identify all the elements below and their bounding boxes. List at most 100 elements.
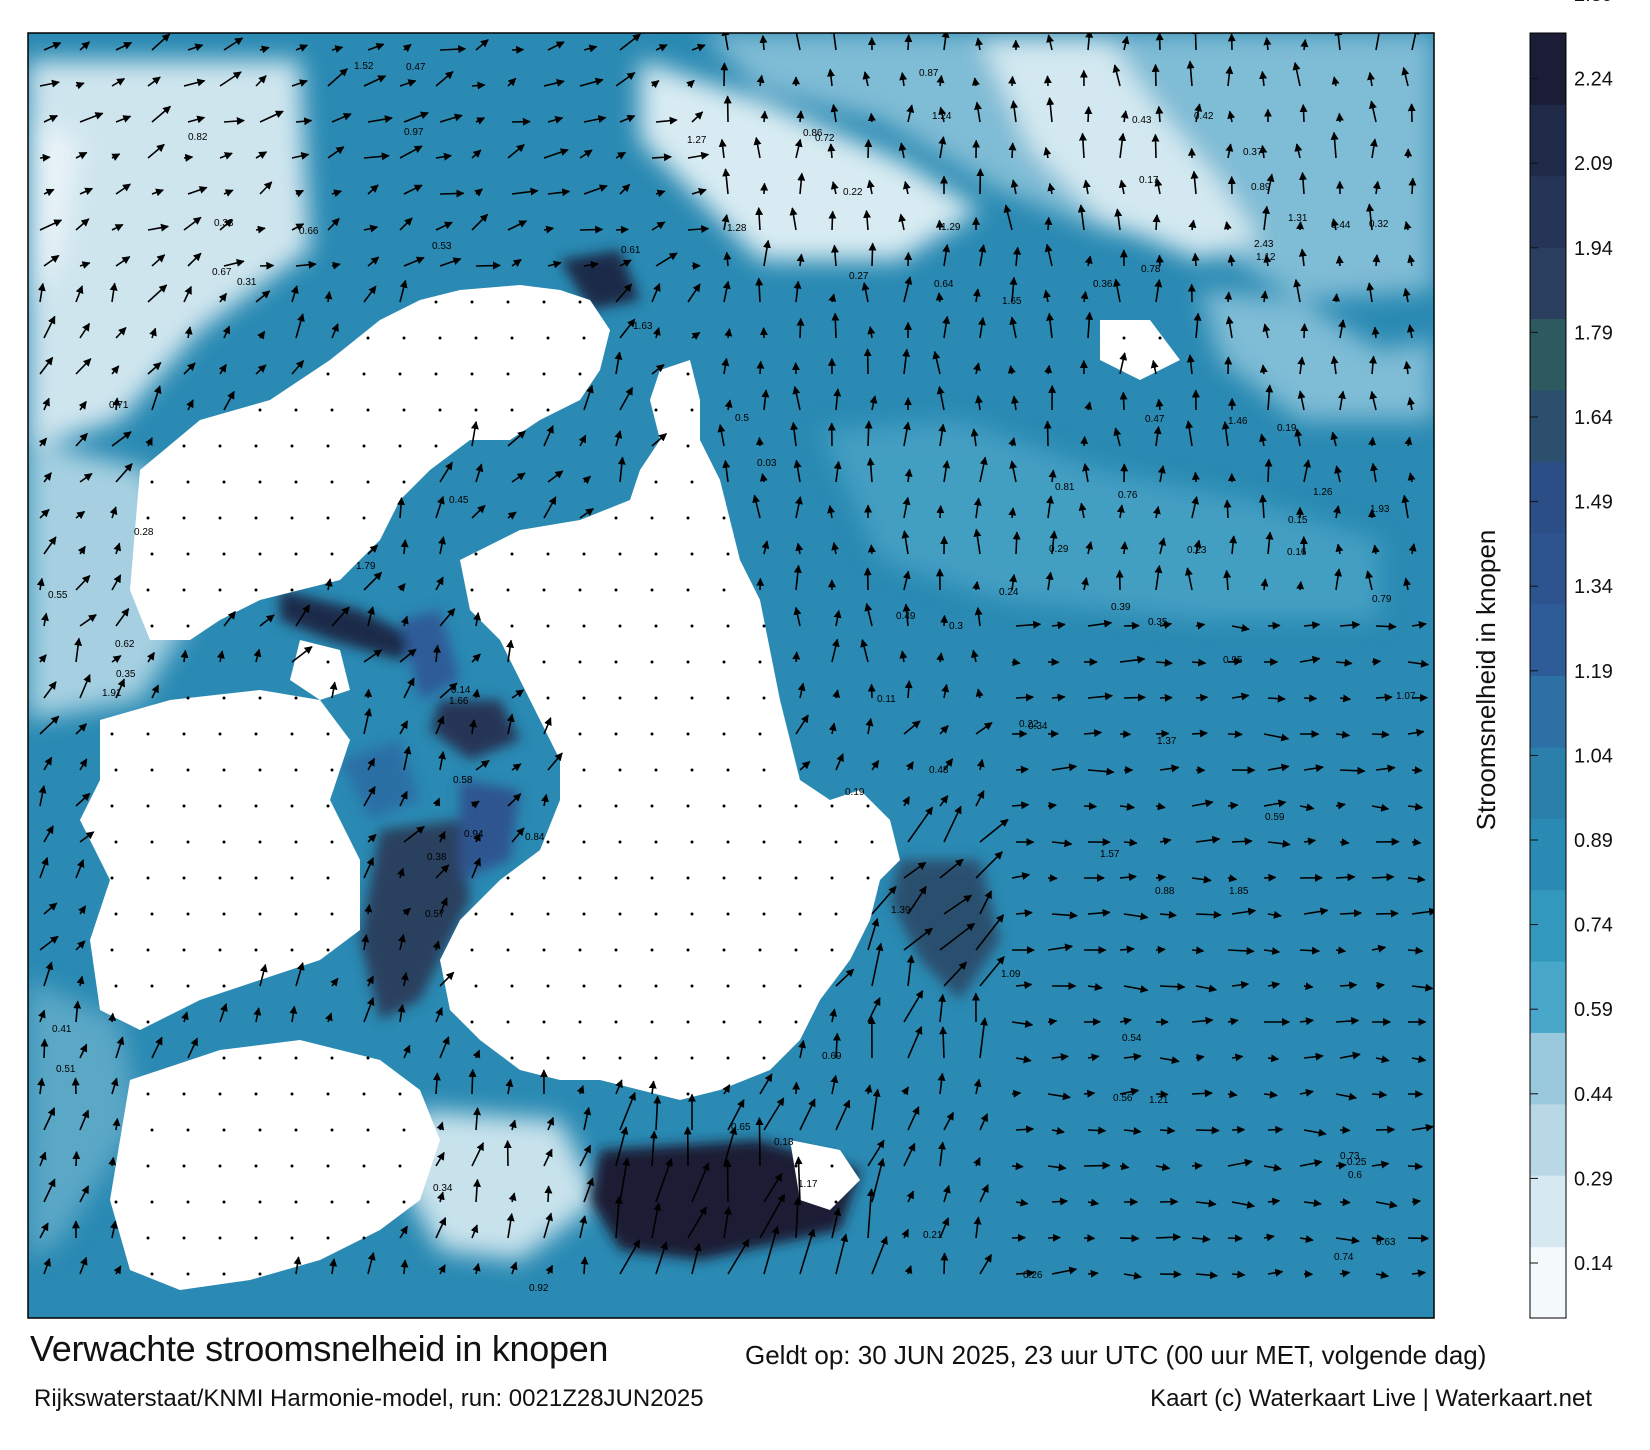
current-arrow <box>329 1258 338 1275</box>
colorbar-tick-label: 2.39 <box>1574 0 1613 6</box>
current-arrow <box>1118 179 1127 195</box>
current-arrow <box>861 282 870 303</box>
grid-dot <box>726 624 730 628</box>
current-arrow <box>830 1074 839 1095</box>
current-arrow <box>1154 279 1163 303</box>
current-arrow <box>110 1220 118 1239</box>
current-arrow <box>1186 60 1195 87</box>
grid-dot <box>366 480 370 484</box>
colorbar-band <box>1530 1246 1566 1319</box>
current-arrow <box>828 210 837 231</box>
grid-dot <box>686 444 690 448</box>
grid-dot <box>762 1056 766 1060</box>
speed-label: 1.93 <box>1370 504 1390 515</box>
current-arrow <box>833 388 842 411</box>
grid-dot <box>146 516 150 520</box>
speed-label: 1.29 <box>941 222 961 233</box>
current-arrow <box>151 33 171 51</box>
current-arrow <box>902 348 911 375</box>
current-arrow <box>1003 204 1013 231</box>
grid-dot <box>614 1020 618 1024</box>
current-arrow <box>471 81 486 90</box>
current-arrow <box>1411 983 1434 992</box>
current-arrow <box>1077 204 1086 231</box>
current-arrow <box>691 1242 702 1275</box>
current-arrow <box>435 715 445 735</box>
current-arrow <box>1335 730 1351 739</box>
current-arrow <box>792 33 801 51</box>
current-arrow <box>723 1206 732 1239</box>
current-arrow <box>547 752 563 771</box>
current-arrow <box>941 683 950 699</box>
grid-dot <box>614 804 618 808</box>
grid-dot <box>290 516 294 520</box>
map-frame <box>27 32 1435 1319</box>
current-arrow <box>619 183 631 195</box>
current-arrow <box>1047 1092 1071 1101</box>
current-arrow <box>1334 568 1343 591</box>
current-arrow <box>691 187 707 196</box>
current-arrow <box>38 437 48 447</box>
grid-dot <box>690 840 694 844</box>
grid-dot <box>506 948 510 952</box>
grid-dot <box>258 768 262 772</box>
current-arrow <box>1227 874 1238 883</box>
current-arrow <box>115 41 133 51</box>
grid-dot <box>290 444 294 448</box>
current-arrow <box>435 1151 445 1167</box>
current-arrow <box>291 223 305 231</box>
current-arrow <box>617 456 626 483</box>
current-arrow <box>619 259 632 268</box>
current-arrow <box>979 1184 989 1203</box>
current-arrow <box>1157 465 1166 483</box>
grid-dot <box>254 444 258 448</box>
current-arrow <box>907 885 927 915</box>
current-arrow <box>1152 505 1161 519</box>
speed-label: 1.27 <box>687 135 707 146</box>
current-arrow <box>219 71 242 87</box>
current-arrow <box>1407 875 1426 884</box>
current-arrow <box>1227 1090 1238 1099</box>
colorbar-band <box>1530 532 1566 605</box>
current-arrow <box>1267 1197 1281 1206</box>
speed-label: 2.43 <box>1254 239 1274 250</box>
current-arrow <box>438 751 446 771</box>
current-arrow <box>1080 290 1089 303</box>
map-area: 0.45 0.25 0.29 0.63 0.33 0.34 0.35 0.28 0.22 0.14… <box>28 33 1434 1318</box>
current-arrow <box>903 927 933 951</box>
current-arrow <box>1046 97 1055 123</box>
grid-dot <box>186 552 190 556</box>
current-arrow <box>1262 323 1271 339</box>
current-arrow <box>1303 907 1329 916</box>
current-arrow <box>1195 621 1206 630</box>
current-arrow <box>151 254 166 267</box>
current-arrow <box>41 612 49 627</box>
current-arrow <box>864 602 873 627</box>
grid-dot <box>222 984 226 988</box>
current-arrow <box>147 223 169 232</box>
current-arrow <box>1335 255 1344 267</box>
current-arrow <box>1369 138 1378 159</box>
current-arrow <box>1411 1055 1427 1064</box>
speed-label: 0.49 <box>896 611 916 622</box>
grid-dot <box>186 1200 190 1204</box>
current-arrow <box>508 1192 517 1203</box>
current-arrow <box>1366 282 1375 303</box>
land <box>80 285 1180 1290</box>
current-arrow <box>295 604 311 627</box>
current-arrow <box>222 325 231 339</box>
current-arrow <box>835 968 855 987</box>
speed-label: 0.66 <box>299 226 319 237</box>
current-arrow <box>1119 802 1135 811</box>
current-arrow <box>1008 507 1017 519</box>
current-arrow <box>619 1157 631 1203</box>
current-arrow <box>1231 1053 1244 1062</box>
current-arrow <box>115 327 127 339</box>
colorbar-tick-label: 0.74 <box>1574 915 1613 937</box>
grid-dot <box>798 984 802 988</box>
current-arrow <box>364 904 373 915</box>
grid-dot <box>762 624 766 628</box>
current-arrow <box>506 713 515 735</box>
grid-dot <box>182 804 186 808</box>
current-arrow <box>1012 531 1021 555</box>
